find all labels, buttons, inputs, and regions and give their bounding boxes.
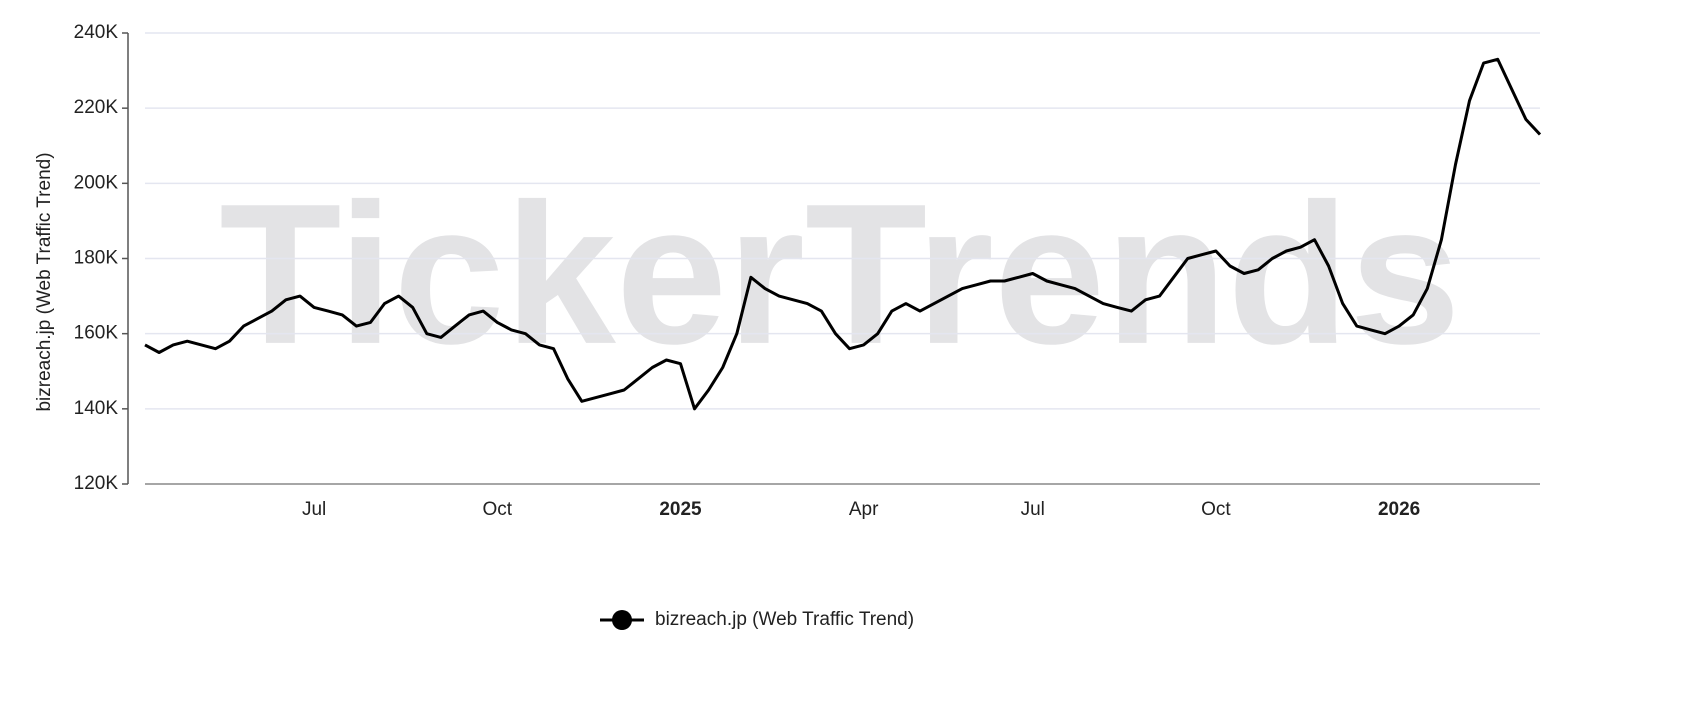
- y-tick-label: 220K: [74, 97, 119, 118]
- y-tick-label: 140K: [74, 398, 119, 419]
- line: [144, 57, 1542, 411]
- legend-marker: [612, 610, 632, 630]
- watermark: TickerTrends: [219, 163, 1460, 386]
- y-tick-label: 120K: [74, 473, 119, 494]
- y-tick-label: 240K: [74, 22, 119, 43]
- x-tick-label: Oct: [1201, 499, 1231, 520]
- x-tick-label: Apr: [849, 499, 879, 520]
- x-tick-label: Jul: [1021, 499, 1045, 520]
- legend-label: bizreach.jp (Web Traffic Trend): [655, 609, 914, 630]
- x-tick-label: 2026: [1378, 499, 1420, 520]
- y-tick-label: 180K: [74, 248, 119, 269]
- x-tick-label: 2025: [659, 499, 702, 520]
- x-tick-label: Oct: [482, 499, 512, 520]
- x-tick-label: Jul: [302, 499, 326, 520]
- y-axis-label: bizreach.jp (Web Traffic Trend): [34, 152, 55, 411]
- legend-item: bizreach.jp (Web Traffic Trend): [600, 609, 914, 630]
- y-tick-label: 200K: [74, 172, 119, 193]
- y-tick-label: 160K: [74, 323, 119, 344]
